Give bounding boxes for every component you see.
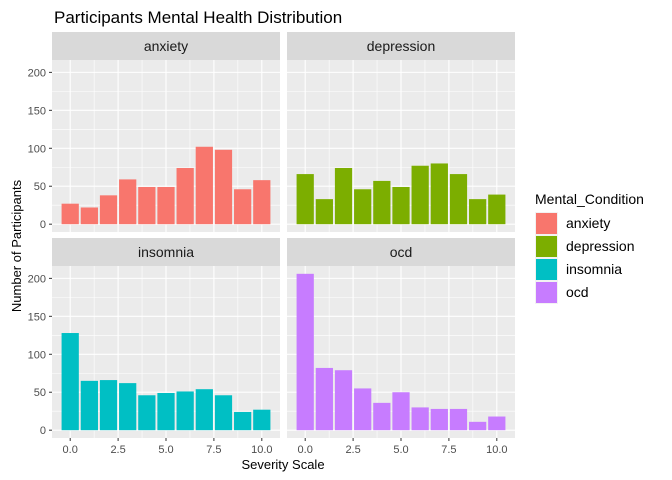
- bar-insomnia-2: [99, 380, 118, 431]
- bar-ocd-2: [334, 370, 353, 431]
- bar-insomnia-4: [138, 395, 156, 431]
- bar-ocd-0: [296, 273, 314, 431]
- x-tick-label: 0.0: [298, 444, 313, 456]
- y-tick-label: 150: [28, 105, 46, 117]
- chart-title: Participants Mental Health Distribution: [54, 8, 342, 27]
- bar-ocd-6: [411, 407, 429, 431]
- bar-anxiety-1: [80, 207, 98, 225]
- bar-anxiety-10: [253, 180, 271, 225]
- legend-title: Mental_Condition: [535, 191, 644, 207]
- bar-ocd-7: [430, 408, 448, 431]
- bar-anxiety-8: [214, 149, 233, 225]
- y-tick-label: 100: [28, 143, 46, 155]
- facet-strip: [287, 238, 515, 266]
- facet-strip: [52, 32, 280, 60]
- legend-item-anxiety: anxiety: [535, 212, 610, 235]
- bar-depression-4: [373, 180, 391, 225]
- facet-strip: [52, 238, 280, 266]
- y-axes: 0 50 100 150 200 0 50 100 150 200: [28, 67, 52, 437]
- bar-anxiety-3: [119, 179, 137, 225]
- x-tick-label: 10.0: [486, 444, 507, 456]
- bar-insomnia-5: [157, 392, 175, 431]
- facet-strip-label: anxiety: [144, 38, 188, 54]
- bar-insomnia-9: [234, 411, 252, 431]
- legend-item-depression: depression: [535, 235, 635, 258]
- facet-depression: depression: [287, 32, 515, 232]
- bar-insomnia-8: [214, 395, 233, 431]
- x-axes: 0.0 2.5 5.0 7.5 10.0 0.0 2.5 5.0 7.5 10.0: [63, 438, 508, 456]
- bar-insomnia-0: [61, 333, 79, 431]
- bar-insomnia-7: [195, 389, 213, 431]
- legend-label: insomnia: [566, 261, 622, 277]
- facet-ocd: ocd: [287, 238, 515, 438]
- bar-insomnia-1: [80, 380, 98, 431]
- legend-swatch: [536, 213, 557, 234]
- bar-insomnia-10: [253, 409, 271, 431]
- bar-ocd-10: [488, 416, 506, 431]
- x-tick-label: 2.5: [110, 444, 125, 456]
- facet-strip-label: depression: [367, 38, 436, 54]
- bar-depression-10: [488, 194, 506, 225]
- bar-depression-1: [315, 199, 333, 225]
- y-axis-title: Number of Participants: [9, 179, 24, 312]
- facet-strip-label: ocd: [390, 244, 413, 260]
- bar-depression-0: [296, 174, 314, 225]
- bar-insomnia-6: [176, 391, 194, 431]
- facet-strip-label: insomnia: [138, 244, 194, 260]
- bar-anxiety-6: [176, 168, 194, 225]
- x-tick-label: 7.5: [206, 444, 221, 456]
- facet-panels: anxiety depression insomnia ocd: [52, 32, 515, 438]
- bar-depression-9: [469, 199, 487, 225]
- y-tick-label: 50: [34, 181, 46, 193]
- y-tick-label: 200: [28, 273, 46, 285]
- y-tick-label: 200: [28, 67, 46, 79]
- bar-anxiety-7: [195, 146, 213, 225]
- legend: Mental_Condition anxiety depression insomn…: [535, 191, 644, 304]
- x-tick-label: 5.0: [393, 444, 408, 456]
- bar-ocd-1: [315, 367, 333, 431]
- bar-depression-5: [392, 186, 410, 225]
- x-axis-title: Severity Scale: [241, 457, 324, 472]
- facet-anxiety: anxiety: [52, 32, 280, 232]
- x-tick-label: 2.5: [345, 444, 360, 456]
- legend-swatch: [536, 259, 557, 280]
- y-tick-label: 100: [28, 349, 46, 361]
- x-tick-label: 0.0: [63, 444, 78, 456]
- legend-label: depression: [566, 238, 635, 254]
- bar-ocd-8: [449, 408, 468, 431]
- bar-anxiety-2: [99, 195, 118, 225]
- legend-item-insomnia: insomnia: [535, 258, 622, 281]
- bar-anxiety-5: [157, 186, 175, 225]
- y-tick-label: 150: [28, 311, 46, 323]
- y-tick-label: 0: [40, 425, 46, 437]
- y-tick-label: 0: [40, 219, 46, 231]
- facet-insomnia: insomnia: [52, 238, 280, 438]
- legend-swatch: [536, 282, 557, 303]
- bar-depression-3: [354, 189, 372, 225]
- legend-swatch: [536, 236, 557, 257]
- legend-label: anxiety: [566, 215, 610, 231]
- bar-ocd-9: [469, 421, 487, 431]
- bar-insomnia-3: [119, 383, 137, 431]
- x-tick-label: 10.0: [251, 444, 272, 456]
- bar-anxiety-0: [61, 203, 79, 225]
- facet-strip: [287, 32, 515, 60]
- y-tick-label: 50: [34, 387, 46, 399]
- legend-label: ocd: [566, 284, 589, 300]
- bar-ocd-4: [373, 402, 391, 431]
- bar-anxiety-4: [138, 186, 156, 225]
- bar-depression-2: [334, 168, 353, 225]
- bar-depression-8: [449, 174, 468, 225]
- bar-anxiety-9: [234, 189, 252, 225]
- bar-depression-6: [411, 165, 429, 225]
- bar-depression-7: [430, 163, 448, 225]
- bar-ocd-5: [392, 392, 410, 431]
- legend-item-ocd: ocd: [535, 281, 589, 304]
- x-tick-label: 5.0: [158, 444, 173, 456]
- bar-ocd-3: [354, 388, 372, 431]
- x-tick-label: 7.5: [441, 444, 456, 456]
